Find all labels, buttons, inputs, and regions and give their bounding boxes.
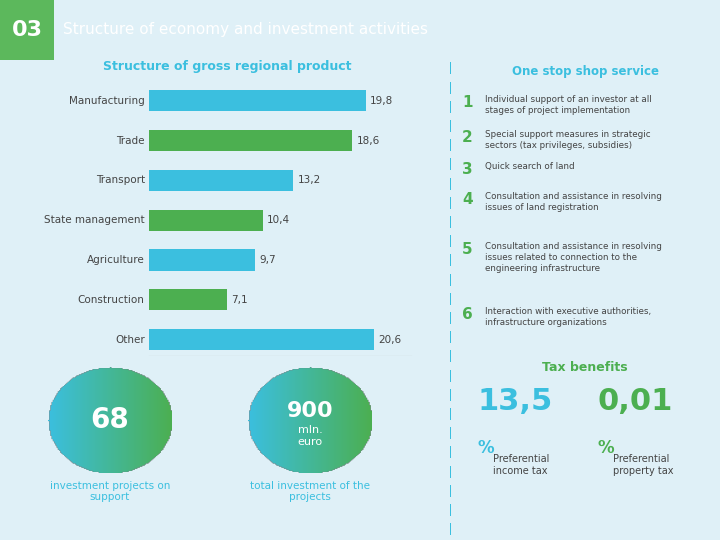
FancyBboxPatch shape [0,0,54,60]
Text: Individual support of an investor at all
stages of project implementation: Individual support of an investor at all… [485,94,652,115]
Text: %: % [598,440,614,457]
Text: 0,01: 0,01 [598,387,673,416]
Text: 4: 4 [462,192,473,207]
Text: 03: 03 [12,20,42,40]
FancyBboxPatch shape [149,130,352,151]
Text: total investment of the
projects: total investment of the projects [250,481,370,502]
Text: 5: 5 [462,242,473,257]
Text: 10,4: 10,4 [266,215,290,225]
Text: Preferential
income tax: Preferential income tax [493,454,549,476]
Text: Preferential
property tax: Preferential property tax [613,454,674,476]
Text: Structure of economy and investment activities: Structure of economy and investment acti… [63,23,428,37]
Text: Quick search of land: Quick search of land [485,163,575,171]
Text: 9,7: 9,7 [259,255,276,265]
Text: One stop shop service: One stop shop service [511,65,659,78]
FancyBboxPatch shape [149,289,227,310]
Text: State management: State management [44,215,145,225]
Text: Transport: Transport [96,176,145,185]
FancyBboxPatch shape [149,90,366,111]
Text: 19,8: 19,8 [369,96,393,106]
Text: Consultation and assistance in resolving
issues of land registration: Consultation and assistance in resolving… [485,192,662,212]
FancyBboxPatch shape [149,249,255,271]
Text: 1: 1 [462,94,472,110]
Text: 13,2: 13,2 [297,176,320,185]
FancyBboxPatch shape [149,170,293,191]
Text: 68: 68 [91,406,130,434]
Text: 900: 900 [287,401,333,421]
Text: Construction: Construction [78,295,145,305]
Text: %: % [477,440,494,457]
Text: 18,6: 18,6 [356,136,379,146]
Text: 2: 2 [462,130,473,145]
Text: mln.
euro: mln. euro [297,425,323,447]
Text: 20,6: 20,6 [379,335,402,345]
Text: 7,1: 7,1 [230,295,247,305]
Text: Structure of gross regional product: Structure of gross regional product [102,60,351,73]
FancyBboxPatch shape [149,329,374,350]
Text: 3: 3 [462,163,473,178]
Text: Consultation and assistance in resolving
issues related to connection to the
eng: Consultation and assistance in resolving… [485,242,662,273]
Text: investment projects on
support: investment projects on support [50,481,170,502]
Text: Manufacturing: Manufacturing [69,96,145,106]
Text: 13,5: 13,5 [477,387,553,416]
Text: Agriculture: Agriculture [87,255,145,265]
Text: Trade: Trade [116,136,145,146]
Text: 6: 6 [462,307,473,322]
Text: Special support measures in strategic
sectors (tax privileges, subsidies): Special support measures in strategic se… [485,130,651,150]
Text: Tax benefits: Tax benefits [542,361,628,374]
Text: Other: Other [115,335,145,345]
FancyBboxPatch shape [149,210,263,231]
Text: Interaction with executive authorities,
infrastructure organizations: Interaction with executive authorities, … [485,307,652,327]
